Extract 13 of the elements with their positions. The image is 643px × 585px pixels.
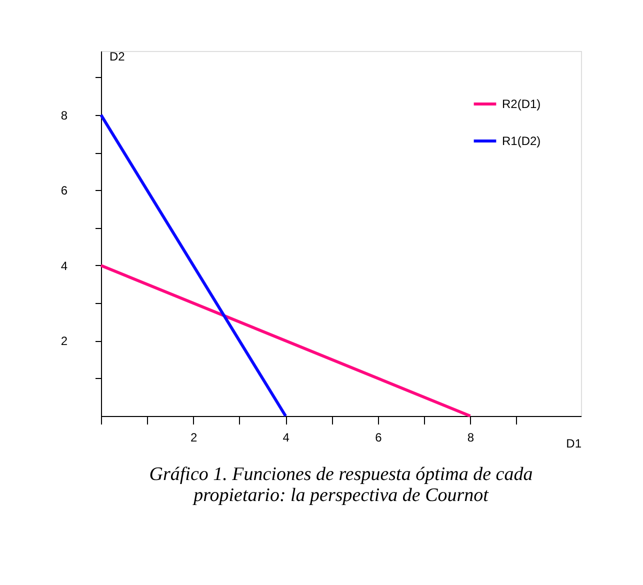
- y-axis-title: D2: [110, 50, 126, 64]
- x-axis-title: D1: [566, 436, 582, 450]
- legend-label: R2(D1): [502, 97, 541, 111]
- x-tick-label: 8: [467, 430, 474, 444]
- legend-label: R1(D2): [502, 134, 541, 148]
- x-tick-label: 2: [190, 430, 198, 444]
- y-tick-label: 2: [60, 334, 68, 348]
- y-tick-label: 4: [60, 258, 68, 273]
- y-tick-label: 6: [60, 184, 68, 198]
- x-tick-label: 6: [375, 430, 382, 444]
- y-tick-label: 8: [60, 108, 68, 122]
- text: Gráfico 1. Funciones de respuesta óptima de cada propietario: la perspectiva de Cournot: [149, 464, 533, 506]
- x-tick-label: 4: [282, 430, 290, 444]
